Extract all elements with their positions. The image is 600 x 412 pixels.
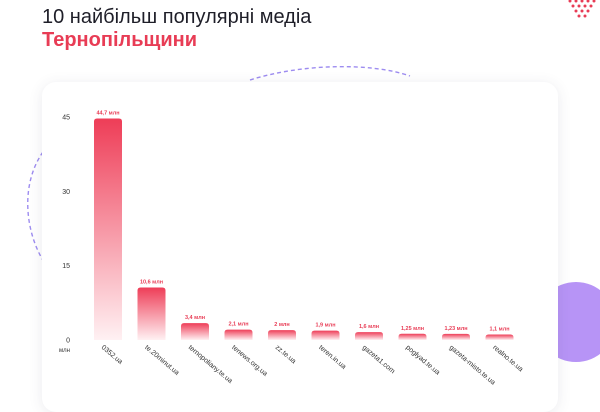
bar — [485, 334, 514, 340]
bar — [137, 287, 166, 340]
bar-value-label: 1,1 млн — [489, 327, 509, 333]
bar-chart: 0 15 30 45 млн 44,7 млн 10,6 млн 3,4 млн 2,1 мл… — [59, 110, 524, 386]
bars-group: 44,7 млн 10,6 млн 3,4 млн 2,1 млн 2 млн 1,9 м… — [94, 110, 514, 340]
dashed-arc-decoration — [27, 65, 411, 263]
bar — [311, 330, 340, 340]
y-tick-label: 45 — [62, 115, 70, 122]
y-axis: 0 15 30 45 млн — [59, 115, 70, 355]
bar — [268, 330, 296, 340]
x-category-label: te.20minut.ua — [143, 344, 180, 377]
x-category-label: realno.te.ua — [491, 344, 524, 373]
bar-value-label: 1,23 млн — [444, 326, 467, 332]
x-category-label: tenews.org.ua — [230, 344, 268, 378]
bar-value-label: 1,9 млн — [315, 323, 335, 329]
bar-value-label: 10,6 млн — [140, 279, 163, 285]
y-tick-label: 15 — [62, 263, 70, 270]
x-category-label: gazeta1.com — [361, 344, 396, 375]
title-line-1: 10 найбільш популярні медіа — [42, 6, 312, 28]
bar — [94, 118, 122, 340]
y-tick-label: 0 — [66, 338, 70, 345]
y-tick-label: 30 — [62, 189, 70, 196]
bar — [181, 323, 209, 340]
bar-value-label: 2,1 млн — [228, 322, 248, 328]
bar-value-label: 3,4 млн — [185, 315, 205, 321]
bar — [355, 332, 383, 340]
bar — [224, 329, 253, 340]
x-category-label: gazeta-misto.te.ua — [448, 344, 497, 386]
title-line-2: Тернопільщини — [42, 29, 198, 51]
bar-value-label: 2 млн — [274, 322, 289, 328]
x-category-label: teren.in.ua — [317, 344, 347, 371]
x-category-label: zz.te.ua — [274, 344, 297, 365]
bar — [398, 333, 427, 340]
chart-card: 0 15 30 45 млн 44,7 млн 10,6 млн 3,4 млн 2,1 мл… — [42, 82, 558, 412]
x-category-label: poglyad.te.ua — [404, 344, 441, 376]
bar — [442, 333, 470, 340]
bar-value-label: 1,25 млн — [401, 326, 424, 332]
x-category-label: ternopoliany.te.ua — [187, 344, 234, 385]
y-unit-label: млн — [59, 348, 70, 354]
x-category-label: 0352.ua — [100, 344, 124, 366]
bar-value-label: 1,6 млн — [359, 324, 379, 330]
page-title: 10 найбільш популярні медіа Тернопільщин… — [42, 6, 311, 52]
x-axis: 0352.ua te.20minut.ua ternopoliany.te.uate… — [100, 344, 524, 386]
bar-value-label: 44,7 млн — [96, 110, 119, 116]
dots-decoration — [568, 0, 596, 18]
